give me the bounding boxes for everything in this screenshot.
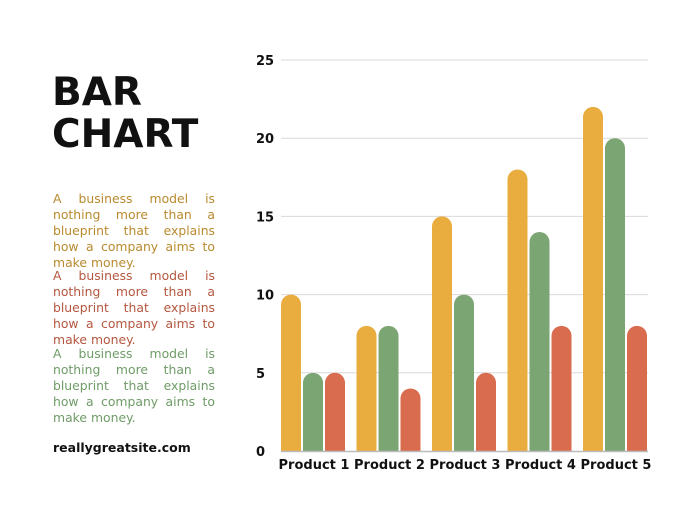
bar xyxy=(627,325,647,451)
bar xyxy=(303,372,323,451)
bar xyxy=(325,372,345,451)
title-line-1: BAR xyxy=(52,70,142,115)
website-link: reallygreatsite.com xyxy=(53,440,191,455)
page-title: BAR CHART xyxy=(52,72,198,156)
bar xyxy=(356,325,377,451)
bar xyxy=(605,138,625,451)
bar xyxy=(432,216,452,451)
y-tick-label: 20 xyxy=(256,132,274,147)
x-tick-label: Product 5 xyxy=(581,458,652,473)
x-tick-label: Product 2 xyxy=(354,458,425,473)
y-tick-label: 0 xyxy=(256,445,265,460)
paragraph-1: A business model is nothing more than a … xyxy=(53,191,215,270)
y-tick-label: 10 xyxy=(256,289,274,304)
bar xyxy=(507,169,528,452)
paragraph-3: A business model is nothing more than a … xyxy=(53,346,215,425)
y-tick-label: 25 xyxy=(256,54,274,69)
bar xyxy=(281,294,301,451)
bar xyxy=(529,232,550,451)
y-tick-label: 5 xyxy=(256,367,265,382)
bar xyxy=(378,325,399,451)
x-tick-label: Product 4 xyxy=(505,458,576,473)
paragraph-2: A business model is nothing more than a … xyxy=(53,268,215,347)
bar xyxy=(583,106,603,451)
bar xyxy=(454,294,474,451)
x-tick-label: Product 1 xyxy=(279,458,350,473)
title-line-2: CHART xyxy=(52,112,199,157)
bar xyxy=(476,372,496,451)
x-tick-label: Product 3 xyxy=(430,458,501,473)
bar xyxy=(400,388,421,451)
bar xyxy=(551,325,572,451)
y-tick-label: 15 xyxy=(256,210,274,225)
